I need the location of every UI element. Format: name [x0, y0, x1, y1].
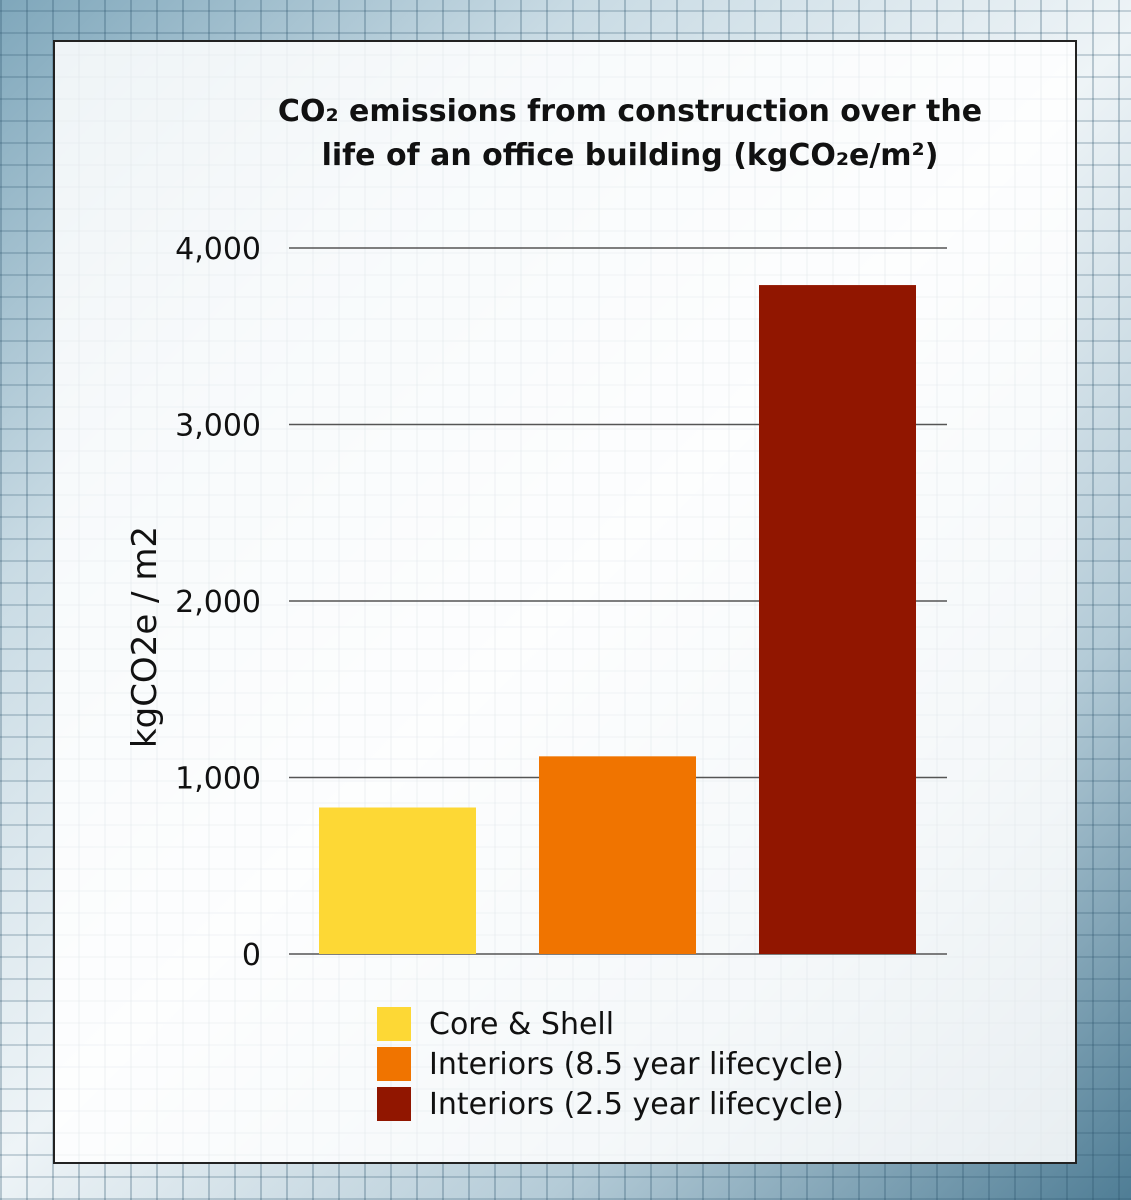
legend-item: Interiors (2.5 year lifecycle): [377, 1084, 844, 1124]
y-tick-label: 2,000: [175, 585, 261, 620]
legend-swatch: [377, 1087, 411, 1121]
legend-item: Core & Shell: [377, 1004, 844, 1044]
chart-legend: Core & Shell Interiors (8.5 year lifecycl…: [377, 1004, 844, 1124]
bar: [319, 807, 476, 954]
chart-title: CO₂ emissions from construction over the…: [55, 90, 1075, 178]
y-tick-label: 4,000: [175, 232, 261, 267]
bar-chart: 0 1,000 2,000 3,000 4,000: [175, 232, 947, 973]
chart-title-line-1: CO₂ emissions from construction over the: [277, 94, 983, 129]
y-tick-label: 1,000: [175, 762, 261, 797]
legend-label: Core & Shell: [429, 1006, 615, 1042]
legend-label: Interiors (2.5 year lifecycle): [429, 1086, 844, 1122]
y-tick-label: 0: [242, 938, 261, 973]
legend-item: Interiors (8.5 year lifecycle): [377, 1044, 844, 1084]
y-tick-label: 3,000: [175, 409, 261, 444]
chart-title-line-2: life of an office building (kgCO₂e/m²): [321, 138, 939, 173]
bar: [759, 285, 916, 954]
chart-panel: CO₂ emissions from construction over the…: [53, 40, 1077, 1164]
legend-label: Interiors (8.5 year lifecycle): [429, 1046, 844, 1082]
legend-swatch: [377, 1007, 411, 1041]
legend-swatch: [377, 1047, 411, 1081]
bar: [539, 756, 696, 954]
